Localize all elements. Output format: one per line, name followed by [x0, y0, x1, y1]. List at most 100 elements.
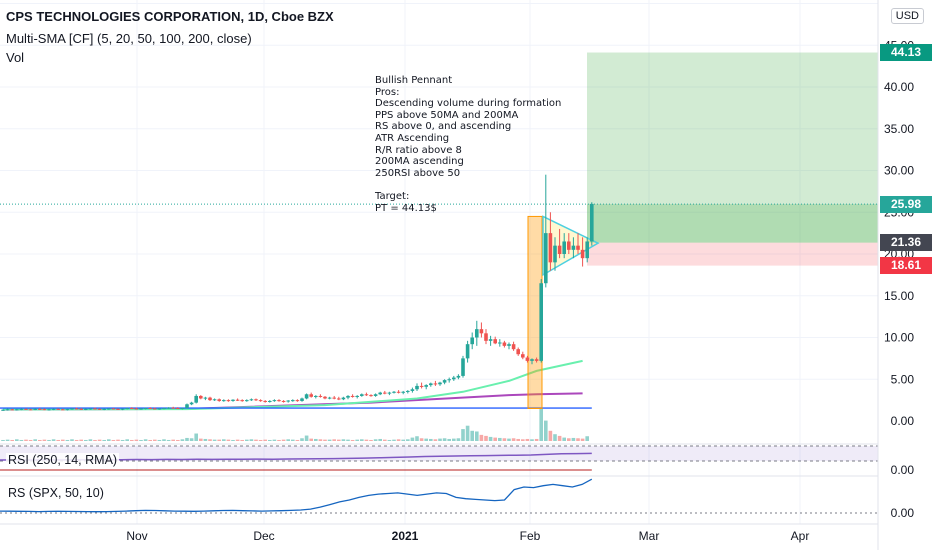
candle-body [498, 342, 502, 344]
price-tick-label: 30.00 [884, 164, 914, 178]
rs-pane-label[interactable]: RS (SPX, 50, 10) [6, 486, 106, 500]
candle-body [162, 408, 166, 410]
candle-body [461, 358, 465, 376]
rsi-pane-label[interactable]: RSI (250, 14, RMA) [6, 453, 120, 467]
candle-body [217, 399, 221, 401]
volume-bar [194, 433, 198, 441]
volume-bar [562, 437, 566, 441]
grid-lines [0, 0, 878, 524]
volume-bar [470, 430, 474, 441]
candle-body [231, 399, 235, 401]
time-tick-label: Feb [520, 529, 541, 543]
volume-bar [291, 439, 295, 441]
volume-bar [171, 439, 175, 441]
candle-body [378, 392, 382, 395]
volume-bar [498, 437, 502, 441]
volume-bar [539, 408, 543, 441]
candle-body [88, 408, 93, 410]
candle-body [424, 385, 428, 387]
rsi-tick-label: 0.00 [891, 463, 915, 477]
price-tick-label: 5.00 [891, 372, 915, 386]
volume-bar [199, 438, 203, 441]
time-tick-label: Nov [126, 529, 147, 543]
volume-bar [323, 439, 327, 441]
candle-body [111, 408, 116, 410]
candle-body [171, 407, 175, 409]
volume-bar [153, 439, 157, 441]
candle-body [557, 245, 562, 254]
volume-bar [272, 439, 277, 441]
volume-bar [70, 439, 74, 441]
rs-line [0, 478, 593, 513]
candle-body [24, 408, 28, 410]
candle-body [28, 409, 33, 411]
price-tick-label: 40.00 [884, 80, 914, 94]
candle-body [189, 402, 194, 405]
volume-bar [424, 438, 428, 441]
volume-bar [203, 438, 208, 441]
time-tick-label: Dec [253, 529, 274, 543]
candle-body [148, 408, 152, 410]
volume-bar [116, 439, 120, 441]
volume-indicator-label[interactable]: Vol [6, 50, 25, 65]
candle-body [484, 333, 488, 341]
candle-body [580, 249, 585, 259]
price-tick-label: 10.00 [884, 331, 914, 345]
rs-tick-label: 0.00 [891, 506, 915, 520]
candle-body [373, 394, 378, 396]
volume-bar [447, 438, 451, 441]
volume-bar [502, 438, 507, 441]
candle-body [323, 396, 327, 399]
candle-body [130, 408, 134, 410]
volume-bar [286, 439, 290, 441]
candle-body [585, 241, 589, 259]
candle-body [387, 392, 392, 394]
volume-bar [125, 439, 129, 441]
volume-bar [254, 439, 258, 441]
rsi-pane: 0.00 [0, 443, 915, 477]
candle-body [70, 408, 74, 410]
sma-indicator-label[interactable]: Multi-SMA [CF] (5, 20, 50, 100, 200, clo… [6, 31, 252, 46]
volume-bar [488, 436, 493, 441]
volume-bar [548, 430, 553, 441]
currency-badge[interactable]: USD [890, 8, 924, 24]
candle-body [567, 241, 571, 250]
volume-bar [208, 439, 212, 441]
candle-body [212, 399, 217, 401]
volume-bar [396, 439, 401, 441]
candle-body [5, 409, 10, 411]
volume-bar [525, 438, 530, 441]
volume-bar [249, 439, 254, 441]
candle-body [93, 408, 97, 410]
candle-body [332, 397, 336, 399]
candle-body [571, 245, 576, 250]
volume-bar [553, 434, 557, 441]
candle-body [544, 233, 548, 284]
candle-body [33, 408, 37, 410]
volume-bar [258, 439, 263, 441]
loss-zone [587, 242, 878, 266]
volume-bar [493, 437, 497, 441]
price-tag: 25.98 [880, 195, 932, 213]
volume-bar [364, 439, 369, 441]
profit-zone-filled [587, 204, 878, 243]
sma-50-line [2, 359, 583, 411]
volume-bar [429, 438, 433, 441]
candle-body [521, 354, 525, 358]
candle-body [258, 400, 263, 402]
volume-bar [33, 439, 37, 441]
candlesticks [1, 174, 594, 411]
volume-bar [97, 439, 102, 441]
candle-body [79, 408, 83, 410]
volume-bar [162, 439, 166, 441]
candle-body [245, 400, 249, 402]
volume-bar [176, 439, 180, 441]
volume-bar [461, 429, 465, 441]
candle-body [47, 409, 51, 411]
volume-bar [337, 439, 341, 441]
volume-bar [111, 439, 116, 441]
volume-bar [56, 439, 60, 441]
volume-bar [332, 439, 336, 441]
volume-bar [189, 438, 194, 441]
candle-body [199, 395, 203, 399]
